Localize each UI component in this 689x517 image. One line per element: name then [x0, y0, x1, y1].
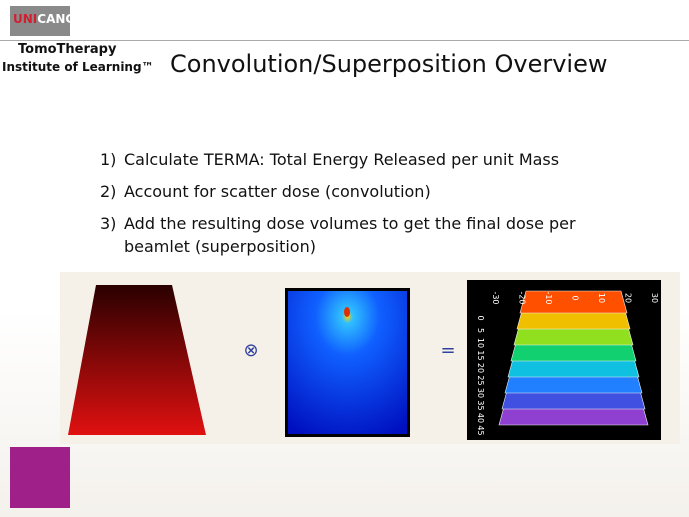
plot-tick-label: 10 [476, 338, 485, 348]
plot-tick-label: 35 [476, 400, 485, 410]
logo: UNICANCER [13, 12, 92, 26]
plot-tick-label: 15 [476, 350, 485, 360]
logo-box [10, 6, 70, 36]
plot-tick-label: 45 [476, 425, 485, 435]
list-text: Calculate TERMA: Total Energy Released p… [124, 150, 560, 169]
plot-tick-label: 0 [476, 315, 485, 320]
brand-subtitle: Institute of Learning™ [2, 60, 154, 74]
plot-tick-label: -30 [491, 291, 500, 304]
logo-part: UNI [13, 12, 38, 26]
plot-tick-label: 30 [476, 388, 485, 398]
plot-tick-label: 40 [476, 413, 485, 423]
header-rule [0, 40, 689, 41]
operator: = [440, 340, 455, 361]
list-number: 3) [100, 214, 117, 233]
plot-tick-label: 0 [571, 295, 580, 300]
list-text: beamlet (superposition) [124, 237, 316, 256]
plot-tick-label: 10 [597, 293, 606, 303]
operator: ⊗ [243, 340, 258, 361]
plot-tick-label: 5 [476, 328, 485, 333]
logo-part: CANCER [37, 12, 92, 26]
list-number: 2) [100, 182, 117, 201]
dose-layer [519, 290, 628, 314]
plot-tick-label: -10 [544, 291, 553, 304]
kernel-peak [344, 307, 350, 317]
plot-tick-label: 30 [650, 293, 659, 303]
plot-tick-label: 25 [476, 375, 485, 385]
plot-tick-label: 20 [476, 363, 485, 373]
terma-volume [68, 285, 206, 435]
corner-block [10, 447, 70, 508]
dose-layers [498, 290, 649, 426]
list-text: Account for scatter dose (convolution) [124, 182, 431, 201]
plot-tick-label: -20 [518, 291, 527, 304]
brand: TomoTherapy [18, 42, 117, 57]
plot-labels: -30 -20 -10 0 10 20 30 0 5 10 15 20 25 30 35 40 45 [476, 291, 659, 435]
slide-title: Convolution/Superposition Overview [170, 50, 608, 78]
plot-tick-label: 20 [624, 293, 633, 303]
list-number: 1) [100, 150, 117, 169]
list-text: Add the resulting dose volumes to get th… [124, 214, 576, 233]
